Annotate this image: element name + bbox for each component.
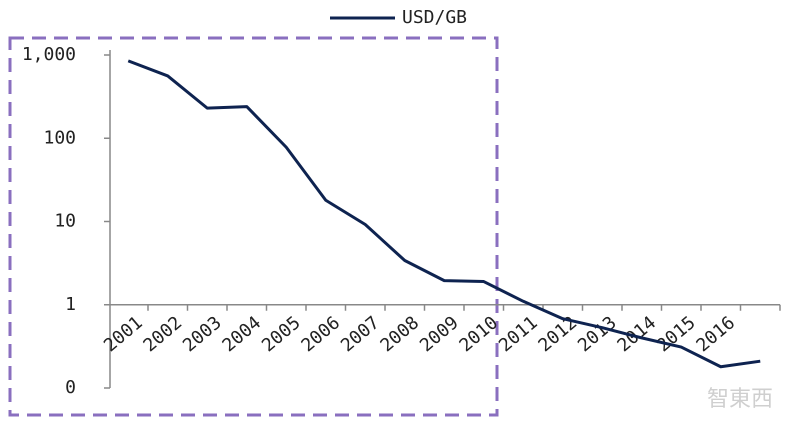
x-tick-label: 2002 [139,312,186,356]
x-tick-label: 2013 [574,312,621,356]
highlight-box [8,36,499,417]
x-tick-label: 2009 [416,312,463,356]
y-tick-label: 1,000 [22,44,76,65]
x-tick-label: 2001 [100,312,147,356]
y-tick-label: 0 [65,377,76,398]
x-tick-label: 2015 [653,312,700,356]
data-line [127,59,761,369]
y-tick-label: 100 [43,127,76,148]
x-tick-label: 2014 [613,312,660,356]
x-tick-label: 2012 [534,312,581,356]
y-tick-label: 10 [54,211,76,232]
watermark: 智東西 [707,387,773,412]
x-tick-label: 2004 [218,312,265,356]
x-tick-label: 2008 [376,312,423,356]
x-tick-label: 2016 [692,312,739,356]
legend-label: USD/GB [402,7,467,28]
x-tick-label: 2011 [495,312,542,356]
x-tick-label: 2003 [179,312,226,356]
x-tick-label: 2007 [337,312,384,356]
x-tick-label: 2006 [297,312,344,356]
x-tick-label: 2005 [258,312,305,356]
y-tick-label: 1 [65,294,76,315]
x-tick-label: 2010 [455,312,502,356]
